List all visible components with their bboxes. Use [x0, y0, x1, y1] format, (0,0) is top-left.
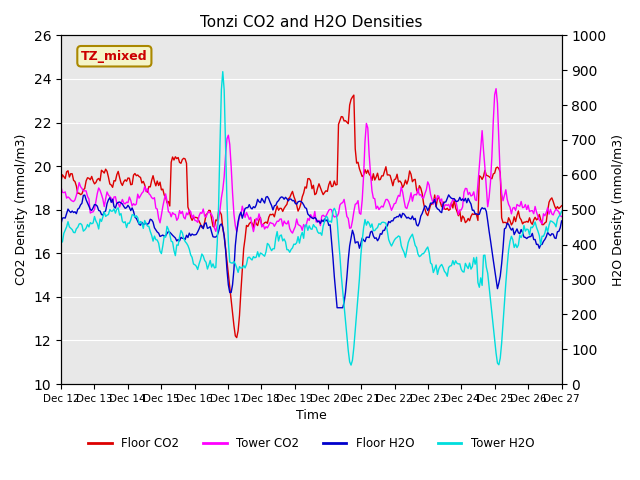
Line: Tower H2O: Tower H2O: [61, 72, 561, 365]
Floor CO2: [278, 205, 285, 211]
Tower H2O: [206, 258, 214, 264]
Floor H2O: [57, 221, 65, 227]
Floor H2O: [532, 241, 540, 247]
Floor H2O: [232, 242, 239, 248]
Line: Floor H2O: Floor H2O: [61, 195, 561, 308]
Tower H2O: [233, 265, 241, 271]
Floor H2O: [223, 267, 231, 273]
Tower CO2: [532, 209, 540, 215]
Text: TZ_mixed: TZ_mixed: [81, 50, 148, 63]
Y-axis label: CO2 Density (mmol/m3): CO2 Density (mmol/m3): [15, 134, 28, 285]
Tower H2O: [57, 240, 65, 245]
Floor H2O: [276, 195, 284, 201]
Tower CO2: [492, 86, 500, 92]
Tower CO2: [118, 197, 126, 203]
Tower CO2: [223, 136, 231, 142]
Floor H2O: [333, 305, 341, 311]
Tower CO2: [289, 230, 296, 236]
Tower H2O: [278, 232, 285, 238]
Tower H2O: [225, 239, 232, 244]
Tower CO2: [57, 184, 65, 190]
Tower H2O: [532, 225, 540, 230]
Tower CO2: [206, 210, 214, 216]
Floor CO2: [118, 182, 126, 188]
Tower CO2: [232, 223, 239, 228]
Floor CO2: [557, 203, 565, 209]
Tower H2O: [557, 208, 565, 214]
Floor H2O: [557, 218, 565, 224]
Line: Tower CO2: Tower CO2: [61, 89, 561, 233]
Tower CO2: [557, 214, 565, 219]
Tower H2O: [118, 218, 126, 224]
Floor CO2: [532, 217, 540, 223]
Tower H2O: [219, 69, 227, 74]
Floor CO2: [57, 178, 65, 184]
Line: Floor CO2: Floor CO2: [61, 95, 561, 337]
Tower CO2: [276, 216, 284, 222]
Tower H2O: [348, 362, 355, 368]
Floor H2O: [118, 201, 126, 207]
Floor CO2: [223, 258, 231, 264]
X-axis label: Time: Time: [296, 409, 326, 422]
Title: Tonzi CO2 and H2O Densities: Tonzi CO2 and H2O Densities: [200, 15, 422, 30]
Floor H2O: [206, 224, 214, 229]
Legend: Floor CO2, Tower CO2, Floor H2O, Tower H2O: Floor CO2, Tower CO2, Floor H2O, Tower H…: [84, 432, 539, 455]
Floor CO2: [232, 333, 239, 339]
Floor CO2: [233, 335, 241, 340]
Y-axis label: H2O Density (mmol/m3): H2O Density (mmol/m3): [612, 133, 625, 286]
Floor H2O: [445, 192, 452, 198]
Floor CO2: [350, 92, 358, 98]
Floor CO2: [206, 208, 214, 214]
